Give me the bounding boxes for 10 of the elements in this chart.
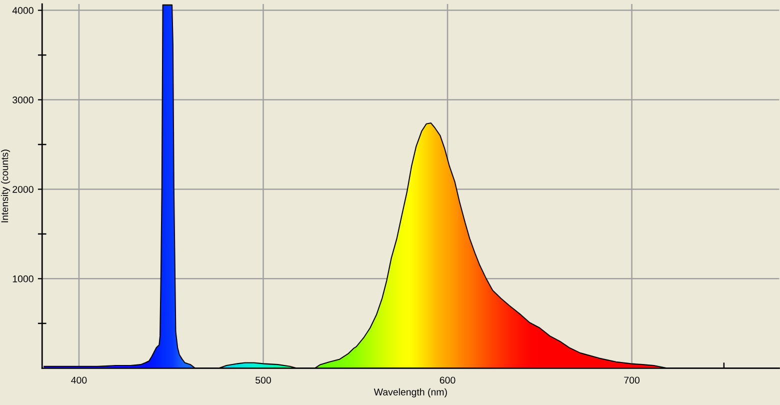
y-tick-label: 4000 [12, 7, 34, 14]
x-tick-label: 400 [71, 376, 87, 384]
x-tick-label: 500 [256, 376, 271, 384]
y-tick-label: 3000 [12, 96, 34, 104]
x-tick-label: 600 [440, 376, 456, 384]
y-axis-title: Intensity (counts) [0, 150, 10, 222]
y-tick-label: 2000 [12, 186, 34, 193]
x-tick-label: 700 [624, 376, 640, 384]
y-tick-label: 1000 [12, 275, 34, 282]
x-axis-title: Wavelength (nm) [374, 388, 447, 398]
